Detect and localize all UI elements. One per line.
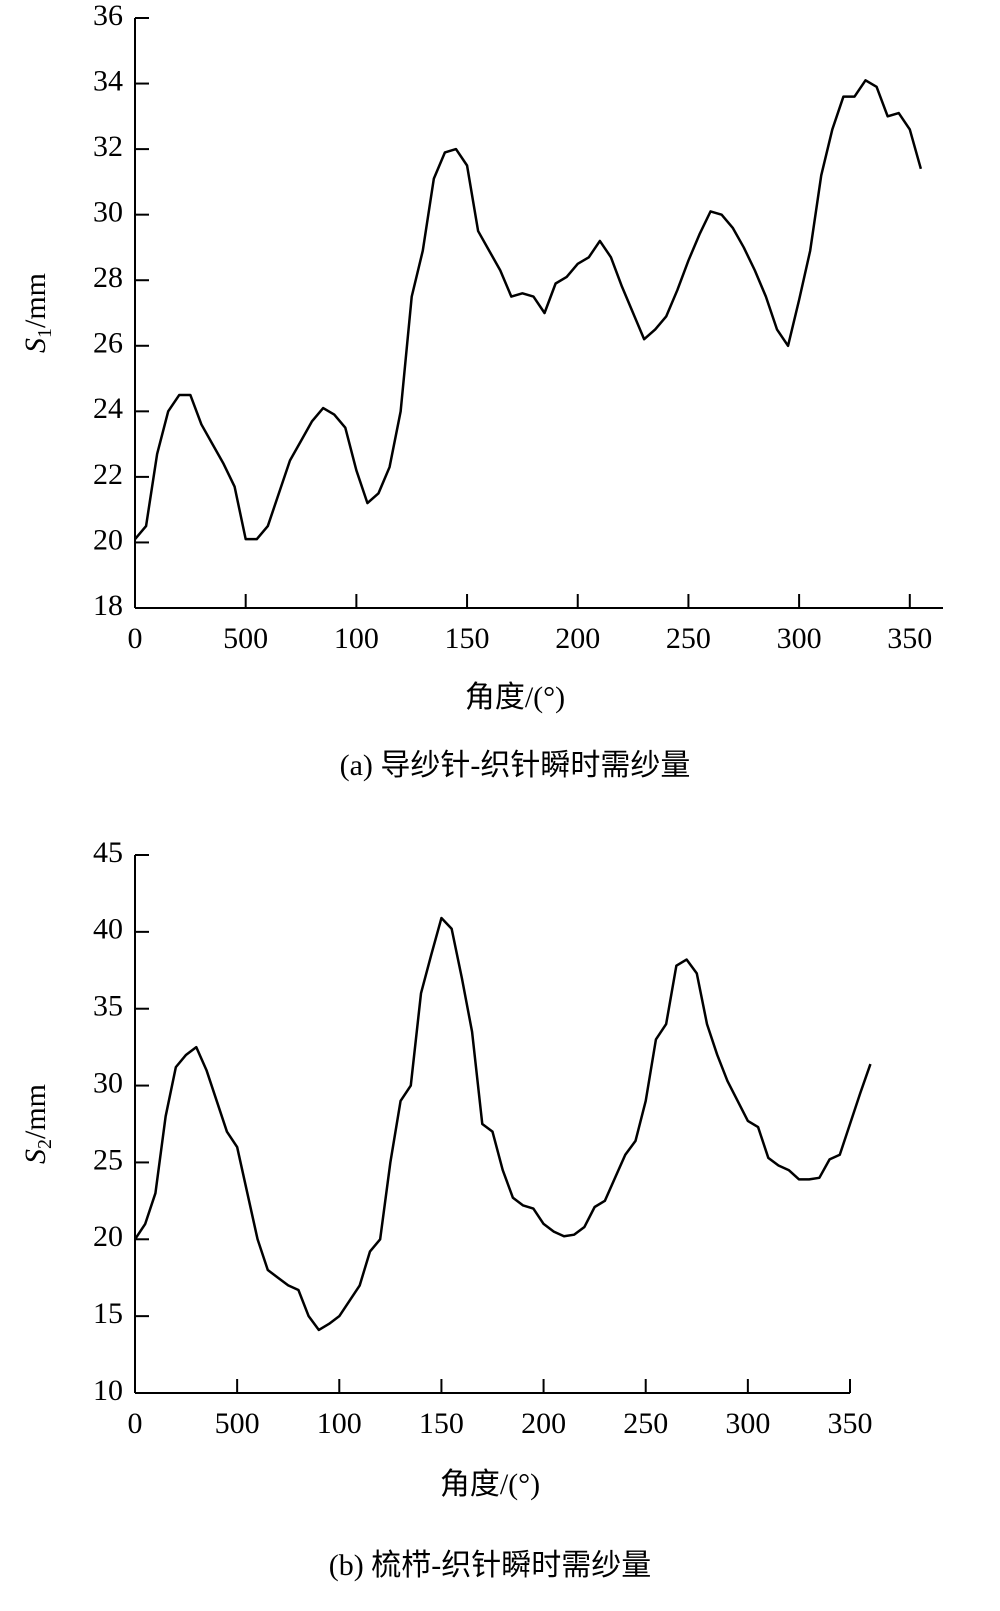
y-label-unit: /mm bbox=[19, 1084, 52, 1139]
x-tick-label: 150 bbox=[445, 622, 490, 655]
y-tick-label: 45 bbox=[93, 836, 123, 869]
x-tick-label: 0 bbox=[128, 1407, 143, 1440]
x-tick-label: 100 bbox=[317, 1407, 362, 1440]
x-tick-label: 300 bbox=[777, 622, 822, 655]
y-label-symbol: S bbox=[19, 338, 52, 353]
y-tick-label: 24 bbox=[93, 392, 123, 425]
x-tick-label: 200 bbox=[555, 622, 600, 655]
y-tick-label: 10 bbox=[93, 1374, 123, 1407]
y-tick-label: 22 bbox=[93, 458, 123, 491]
y-label-subscript: 1 bbox=[34, 328, 56, 338]
x-tick-label: 350 bbox=[828, 1407, 873, 1440]
x-tick-label: 100 bbox=[334, 622, 379, 655]
x-tick-label: 300 bbox=[725, 1407, 770, 1440]
y-tick-label: 34 bbox=[93, 64, 123, 97]
y-label-unit: /mm bbox=[19, 273, 52, 328]
y-tick-label: 35 bbox=[93, 990, 123, 1023]
x-tick-label: 350 bbox=[887, 622, 932, 655]
y-label-symbol: S bbox=[19, 1149, 52, 1164]
y-tick-label: 30 bbox=[93, 1066, 123, 1099]
x-tick-label: 200 bbox=[521, 1407, 566, 1440]
x-tick-label: 150 bbox=[419, 1407, 464, 1440]
y-axis-label: S1/mm bbox=[19, 273, 56, 353]
x-tick-label: 500 bbox=[223, 622, 268, 655]
x-axis-label: 角度/(°) bbox=[465, 681, 565, 714]
y-tick-label: 32 bbox=[93, 130, 123, 163]
x-tick-label: 500 bbox=[215, 1407, 260, 1440]
y-label-subscript: 2 bbox=[34, 1139, 56, 1149]
x-axis-label: 角度/(°) bbox=[440, 1468, 540, 1501]
y-tick-label: 30 bbox=[93, 196, 123, 229]
y-tick-label: 18 bbox=[93, 589, 123, 622]
y-tick-label: 36 bbox=[93, 0, 123, 32]
caption: (a) 导纱针-织针瞬时需纱量 bbox=[340, 749, 691, 782]
x-tick-label: 250 bbox=[666, 622, 711, 655]
data-line bbox=[133, 916, 872, 1332]
data-line bbox=[134, 79, 923, 541]
y-tick-label: 25 bbox=[93, 1143, 123, 1176]
y-tick-label: 40 bbox=[93, 913, 123, 946]
y-tick-label: 15 bbox=[93, 1297, 123, 1330]
y-tick-label: 28 bbox=[93, 261, 123, 294]
x-tick-label: 250 bbox=[623, 1407, 668, 1440]
caption: (b) 梳栉-织针瞬时需纱量 bbox=[329, 1549, 651, 1582]
y-tick-label: 20 bbox=[93, 523, 123, 556]
y-tick-label: 20 bbox=[93, 1220, 123, 1253]
x-tick-label: 0 bbox=[128, 622, 143, 655]
y-axis-label: S2/mm bbox=[19, 1084, 56, 1164]
y-tick-label: 26 bbox=[93, 327, 123, 360]
